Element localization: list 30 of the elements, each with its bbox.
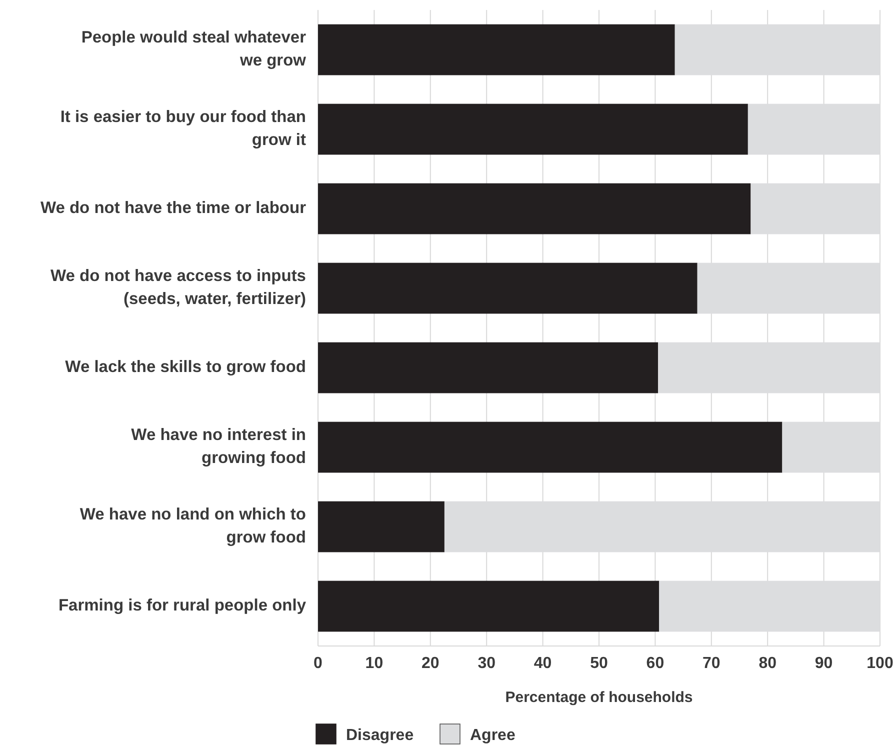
bar (318, 104, 748, 155)
x-tick-label: 70 (702, 655, 720, 672)
y-tick-label: We have no interest in growing food (131, 426, 306, 468)
y-tick-label: People would steal whatever we grow (81, 28, 307, 70)
x-tick-label: 10 (365, 655, 384, 672)
x-tick-label: 50 (590, 655, 608, 672)
x-axis-title: Percentage of households (505, 689, 693, 706)
bar (318, 501, 444, 552)
x-tick-label: 30 (478, 655, 496, 672)
x-tick-label: 80 (758, 655, 777, 672)
legend-label: Disagree (346, 727, 414, 744)
bar (318, 183, 751, 234)
x-tick-label: 100 (866, 655, 894, 672)
legend-label: Agree (470, 727, 516, 744)
x-tick-label: 20 (422, 655, 440, 672)
y-tick-label: We have no land on which to grow food (80, 506, 306, 547)
bar (318, 342, 658, 394)
x-tick-label: 40 (534, 655, 552, 672)
x-tick-label: 60 (646, 655, 664, 672)
x-tick-label: 0 (314, 655, 323, 672)
y-tick-label: It is easier to buy our food than grow it (60, 108, 307, 150)
y-tick-label: We do not have the time or labour (40, 199, 307, 218)
x-tick-label: 90 (814, 655, 833, 672)
y-tick-label: Farming is for rural people only (58, 596, 307, 615)
y-tick-label: We lack the skills to grow food (65, 358, 306, 376)
y-tick-label: We do not have access to inputs (seeds, water, fertilizer) (50, 267, 306, 308)
bar (318, 24, 675, 76)
bar (318, 422, 782, 473)
bar (318, 262, 698, 314)
bar (318, 580, 660, 632)
